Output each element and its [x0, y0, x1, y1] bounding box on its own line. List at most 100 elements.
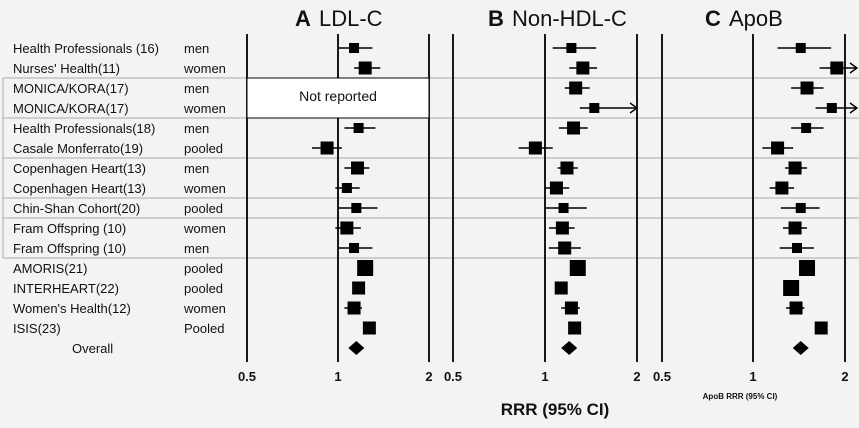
group-label: pooled [184, 141, 223, 156]
estimate-square [555, 221, 569, 235]
estimate-square [576, 61, 590, 75]
estimate-square [791, 243, 802, 253]
group-label: men [184, 241, 209, 256]
panel-letter: C [705, 6, 721, 31]
group-label: women [183, 61, 226, 76]
study-label: Women's Health(12) [13, 301, 131, 316]
estimate-square [341, 183, 352, 193]
estimate-square [799, 260, 816, 276]
x-tick-label: 2 [425, 369, 432, 384]
study-label: Health Professionals(18) [13, 121, 155, 136]
panel-title: LDL-C [319, 6, 383, 31]
study-label: Chin-Shan Cohort(20) [13, 201, 140, 216]
estimate-square [826, 103, 837, 113]
estimate-square [347, 301, 361, 315]
estimate-square [566, 43, 577, 53]
not-reported-box [246, 77, 430, 119]
study-label: Copenhagen Heart(13) [13, 181, 146, 196]
estimate-square [352, 281, 366, 295]
estimate-square [350, 161, 364, 175]
not-reported-label: Not reported [299, 88, 377, 104]
estimate-square [589, 103, 600, 113]
panel-title: Non-HDL-C [512, 6, 627, 31]
estimate-square [788, 221, 802, 235]
estimate-square [362, 321, 376, 335]
estimate-square [569, 81, 583, 95]
estimate-square [358, 61, 372, 75]
group-label: women [183, 301, 226, 316]
estimate-square [795, 203, 806, 213]
overall-diamond [792, 341, 809, 355]
estimate-square [771, 141, 785, 155]
estimate-square [351, 203, 362, 213]
overall-diamond [561, 341, 578, 355]
overall-diamond [348, 341, 365, 355]
estimate-square [801, 123, 812, 133]
group-label: men [184, 81, 209, 96]
panel-letter: B [488, 6, 504, 31]
estimate-square [558, 203, 569, 213]
x-tick-label: 0.5 [238, 369, 256, 384]
group-label: pooled [184, 261, 223, 276]
estimate-square [795, 43, 806, 53]
estimate-square [788, 161, 802, 175]
estimate-square [528, 141, 542, 155]
x-tick-label: 1 [749, 369, 756, 384]
x-axis-label-apob: ApoB RRR (95% CI) [703, 392, 778, 401]
estimate-square [340, 221, 354, 235]
x-axis-label: RRR (95% CI) [501, 400, 610, 419]
estimate-square [353, 123, 364, 133]
estimate-square [549, 181, 563, 195]
study-label: Nurses' Health(11) [13, 61, 120, 76]
estimate-square [564, 301, 578, 315]
estimate-square [560, 161, 574, 175]
panel-a: A LDL-C 0.5 1 2 Not reported [238, 6, 433, 384]
estimate-square [357, 260, 374, 276]
study-label: INTERHEART(22) [13, 281, 119, 296]
estimate-square [569, 260, 586, 276]
study-label: AMORIS(21) [13, 261, 87, 276]
x-tick-label: 1 [334, 369, 341, 384]
estimate-square [783, 280, 800, 296]
group-label: men [184, 161, 209, 176]
estimate-square [814, 321, 828, 335]
ci-arrow [849, 62, 859, 74]
group-label: pooled [184, 281, 223, 296]
group-label: Pooled [184, 321, 224, 336]
estimate-square [349, 43, 360, 53]
group-label: women [183, 221, 226, 236]
study-label: Copenhagen Heart(13) [13, 161, 146, 176]
panel-b: B Non-HDL-C 0.5 1 2 [444, 6, 641, 384]
estimate-square [800, 81, 814, 95]
estimate-square [775, 181, 789, 195]
study-label: Casale Monferrato(19) [13, 141, 143, 156]
estimate-square [568, 321, 582, 335]
ci-arrow [849, 102, 859, 114]
x-tick-label: 2 [841, 369, 848, 384]
estimate-square [567, 121, 581, 135]
group-label: men [184, 121, 209, 136]
ci-arrow [629, 102, 639, 114]
group-label: pooled [184, 201, 223, 216]
study-label: Health Professionals (16) [13, 41, 159, 56]
estimate-square [349, 243, 360, 253]
x-tick-label: 1 [541, 369, 548, 384]
estimate-square [320, 141, 334, 155]
study-label: ISIS(23) [13, 321, 61, 336]
study-label: MONICA/KORA(17) [13, 81, 129, 96]
panel-c: C ApoB 0.5 1 2 ApoB RRR (95% CI) [653, 6, 859, 401]
study-label: MONICA/KORA(17) [13, 101, 129, 116]
group-label: women [183, 101, 226, 116]
group-label: women [183, 181, 226, 196]
x-tick-label: 0.5 [653, 369, 671, 384]
study-label: Fram Offspring (10) [13, 241, 126, 256]
overall-label: Overall [72, 341, 113, 356]
x-tick-label: 0.5 [444, 369, 462, 384]
x-tick-label: 2 [633, 369, 640, 384]
panel-letter: A [295, 6, 311, 31]
panel-title: ApoB [729, 6, 783, 31]
estimate-square [554, 281, 568, 295]
estimate-square [558, 241, 572, 255]
group-label: men [184, 41, 209, 56]
